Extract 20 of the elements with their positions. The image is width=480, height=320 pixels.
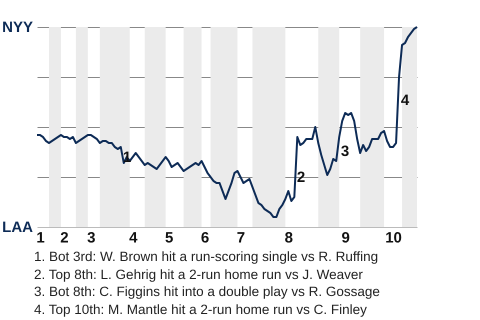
text: 1. Bot 3rd: W. Brown hit a run-scoring single vs R. Ruffing — [34, 248, 380, 266]
annotation: 2 — [296, 169, 306, 186]
text: LAA — [2, 219, 34, 236]
text: 2. Top 8th: L. Gehrig hit a 2-run home run vs J. Weaver — [34, 266, 364, 283]
text: 3. Bot 8th: C. Figgins hit into a double play vs R. Gossage — [34, 283, 380, 300]
annotation: 1 — [122, 149, 132, 166]
text: NYY — [2, 19, 33, 36]
x-tick-label: 8 — [284, 230, 294, 246]
x-tick-label: 2 — [60, 230, 69, 246]
x-tick-label: 1 — [36, 230, 45, 246]
x-tick-label: 3 — [87, 230, 96, 246]
x-tick-label: 9 — [342, 230, 350, 246]
x-tick-label: 6 — [200, 230, 210, 246]
x-tick-label: 7 — [236, 230, 246, 246]
x-tick-label: 4 — [129, 230, 138, 246]
text: 4. Top 10th: M. Mantle hit a 2-run home run vs C. Finley — [34, 300, 368, 318]
x-tick-label: 5 — [164, 230, 174, 246]
annotation: 4 — [400, 92, 410, 109]
annotation: 3 — [340, 143, 350, 160]
x-tick-label: 10 — [385, 230, 402, 246]
